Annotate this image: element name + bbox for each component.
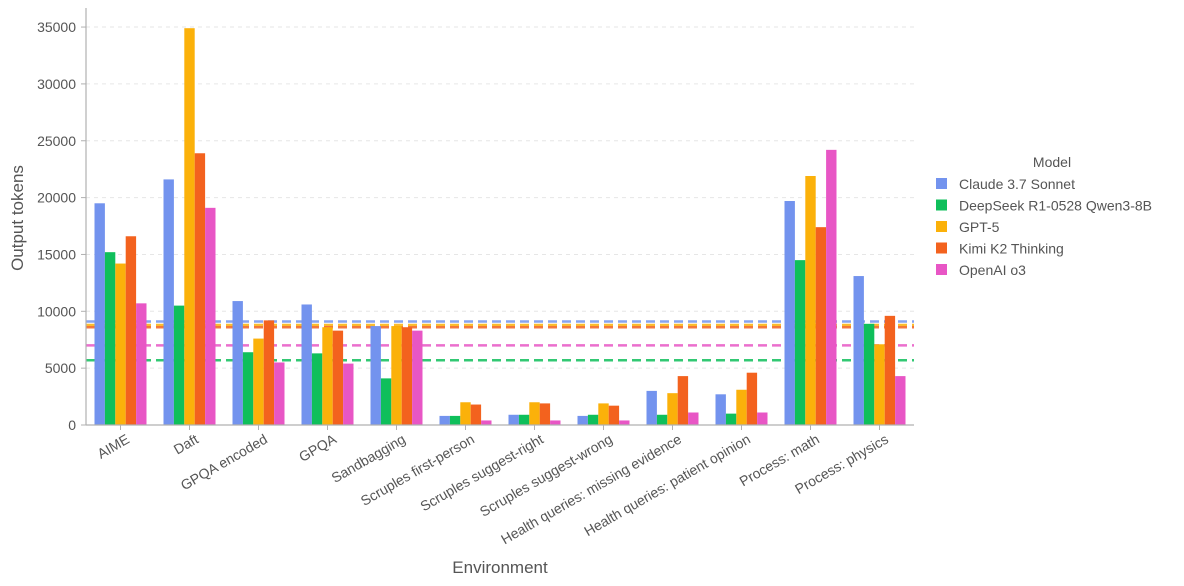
bar [608,405,620,425]
bar [439,415,450,425]
bar [173,305,185,425]
y-tick-labels: 0 5000 10000 15000 20000 25000 30000 35000 [37,19,86,433]
bar [784,201,795,425]
bar [656,414,668,425]
bar [460,402,471,425]
legend: Model Claude 3.7 Sonnet DeepSeek R1-0528 … [936,154,1152,278]
bar [529,402,540,425]
bar [826,149,837,426]
bar [125,236,137,425]
bar [619,420,630,425]
y-tick-label: 10000 [37,303,76,319]
bar [163,179,174,425]
bar [263,320,275,425]
bar [895,376,906,425]
y-tick-label: 5000 [45,360,76,376]
bar [94,203,105,425]
bar [715,394,726,425]
bar [104,252,116,425]
bar [205,207,216,425]
gridlines [86,26,914,369]
bar [746,372,758,425]
bar [688,412,699,425]
bar [370,326,381,425]
legend-swatch [936,242,947,254]
reference-lines [86,320,914,362]
axes [85,8,914,426]
y-tick-label: 35000 [37,19,76,35]
bar [301,304,312,425]
bar [253,338,264,425]
bar [322,327,333,425]
legend-swatch [936,264,947,275]
x-axis-title: Environment [452,558,548,577]
bar [884,315,896,425]
bar [794,260,806,425]
bar [577,415,588,425]
y-tick-label: 15000 [37,246,76,262]
legend-label: Kimi K2 Thinking [959,241,1064,257]
bar [470,404,482,425]
bar [274,362,285,425]
bar [380,378,392,425]
y-tick-label: 25000 [37,133,76,149]
bar [815,227,827,425]
bar [587,414,599,425]
legend-label: Claude 3.7 Sonnet [959,176,1075,192]
bar [115,263,126,425]
bar [242,352,254,425]
y-tick-label: 20000 [37,190,76,206]
bar [853,276,864,425]
y-tick-label: 0 [68,417,76,433]
x-tick-label: AIME [94,431,132,462]
bar [332,330,344,425]
bar [874,344,885,425]
bar [232,301,243,425]
bar [412,330,423,425]
x-tick-label: GPQA [296,430,340,464]
y-axis-title: Output tokens [8,165,27,271]
bar [508,414,519,425]
bar [184,28,195,426]
bar [539,403,551,425]
bar [863,323,875,425]
y-tick-label: 30000 [37,76,76,92]
legend-label: OpenAI o3 [959,262,1026,278]
bar [401,327,413,425]
bar [757,412,768,425]
bar [598,403,609,425]
bar [194,153,206,426]
x-tick-label: Daft [171,431,201,458]
legend-title: Model [1033,154,1071,170]
legend-swatch [936,221,947,232]
x-tick-label: Scruples first-person [358,431,477,509]
bar [343,363,354,425]
bar [550,420,561,425]
bar [311,353,323,425]
bar [725,413,737,425]
bar [805,176,816,425]
bar [646,390,657,425]
bar [518,414,530,425]
bar [736,389,747,425]
legend-label: DeepSeek R1-0528 Qwen3-8B [959,198,1152,214]
bar [667,393,678,425]
bar [449,415,461,425]
legend-label: GPT-5 [959,219,1000,235]
bars [94,28,906,426]
bar [677,376,689,425]
bar [136,303,147,425]
legend-swatch [936,199,947,211]
bar [481,420,492,425]
bar [391,326,402,425]
x-tick-label: Scruples suggest-right [417,431,546,515]
legend-swatch [936,178,947,189]
